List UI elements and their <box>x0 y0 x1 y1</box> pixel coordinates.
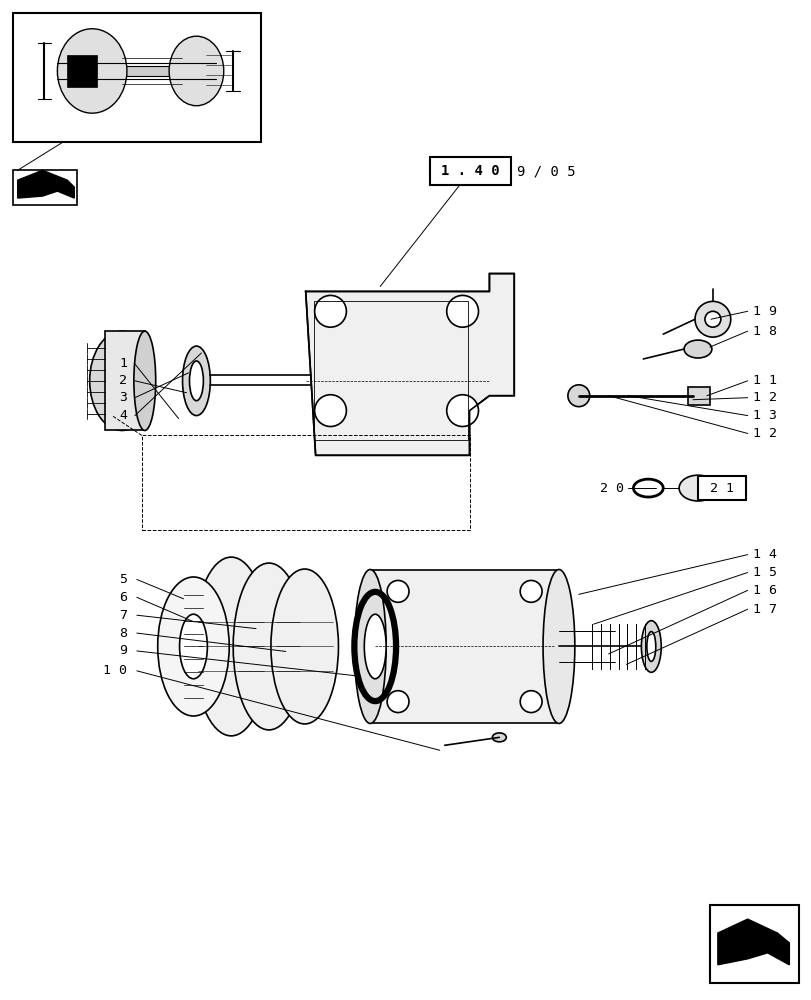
Circle shape <box>567 385 589 407</box>
Circle shape <box>520 580 542 602</box>
Circle shape <box>704 311 720 327</box>
Ellipse shape <box>364 614 386 679</box>
Text: 1 9: 1 9 <box>752 305 775 318</box>
Bar <box>105 331 144 430</box>
Ellipse shape <box>491 733 506 742</box>
Ellipse shape <box>189 361 203 401</box>
Text: 1 6: 1 6 <box>752 584 775 597</box>
Polygon shape <box>717 919 788 965</box>
Text: 2: 2 <box>118 374 127 387</box>
Text: 1 4: 1 4 <box>752 548 775 561</box>
Text: 8: 8 <box>118 627 127 640</box>
Polygon shape <box>18 170 74 198</box>
Bar <box>13 170 77 205</box>
Ellipse shape <box>697 481 717 495</box>
Ellipse shape <box>646 632 655 661</box>
Ellipse shape <box>543 570 574 723</box>
Circle shape <box>314 395 346 427</box>
Bar <box>709 905 798 983</box>
Circle shape <box>314 295 346 327</box>
Ellipse shape <box>134 331 156 430</box>
Text: 1 2: 1 2 <box>752 427 775 440</box>
Ellipse shape <box>641 621 660 672</box>
Text: 2 1: 2 1 <box>709 482 733 495</box>
Ellipse shape <box>107 354 137 408</box>
Bar <box>370 570 558 723</box>
Text: 2 0: 2 0 <box>599 482 623 495</box>
Ellipse shape <box>58 29 127 113</box>
Text: 1 8: 1 8 <box>752 325 775 338</box>
Text: 4: 4 <box>118 409 127 422</box>
Circle shape <box>446 295 478 327</box>
Ellipse shape <box>169 36 224 106</box>
Text: 9 / 0 5: 9 / 0 5 <box>517 164 575 178</box>
Text: 1 . 4 0: 1 . 4 0 <box>440 164 500 178</box>
Ellipse shape <box>89 331 154 430</box>
Bar <box>58 66 216 76</box>
Bar <box>313 301 467 440</box>
Ellipse shape <box>678 475 716 501</box>
Circle shape <box>446 395 478 427</box>
Text: 1 2: 1 2 <box>752 391 775 404</box>
Text: 3: 3 <box>118 391 127 404</box>
Circle shape <box>387 580 409 602</box>
Circle shape <box>694 301 730 337</box>
Ellipse shape <box>233 563 304 730</box>
Ellipse shape <box>182 346 210 416</box>
Ellipse shape <box>157 577 229 716</box>
Ellipse shape <box>354 570 386 723</box>
Text: 1 3: 1 3 <box>752 409 775 422</box>
Circle shape <box>387 691 409 713</box>
Bar <box>697 476 744 500</box>
Ellipse shape <box>271 569 338 724</box>
Text: 6: 6 <box>118 591 127 604</box>
Circle shape <box>520 691 542 713</box>
Bar <box>13 13 260 142</box>
Text: 1 1: 1 1 <box>752 374 775 387</box>
Text: 9: 9 <box>118 644 127 657</box>
Bar <box>687 387 709 405</box>
Ellipse shape <box>683 340 711 358</box>
Polygon shape <box>305 274 513 455</box>
Text: 5: 5 <box>118 573 127 586</box>
Text: 1 0: 1 0 <box>103 664 127 677</box>
Text: 1 7: 1 7 <box>752 603 775 616</box>
Text: 1 5: 1 5 <box>752 566 775 579</box>
Text: 1: 1 <box>118 357 127 370</box>
Bar <box>67 55 97 87</box>
Ellipse shape <box>179 614 207 679</box>
Bar <box>429 157 511 185</box>
Ellipse shape <box>193 557 268 736</box>
Text: 7: 7 <box>118 609 127 622</box>
